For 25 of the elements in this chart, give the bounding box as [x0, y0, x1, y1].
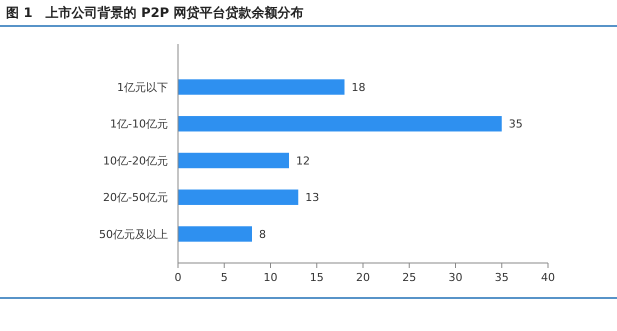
x-tick-label: 25 [402, 271, 416, 284]
bar [178, 116, 502, 132]
data-label: 8 [259, 228, 266, 241]
bar [178, 226, 252, 242]
bar [178, 152, 289, 168]
x-tick-label: 0 [174, 271, 182, 284]
x-tick-label: 5 [220, 271, 228, 284]
data-label: 12 [296, 154, 310, 168]
bar [178, 190, 298, 205]
chart-title: 图 1 上市公司背景的 P2P 网贷平台贷款余额分布 [6, 5, 304, 21]
bar [178, 79, 344, 95]
data-label: 18 [352, 80, 366, 94]
data-label: 13 [305, 191, 320, 204]
x-tick-label: 15 [310, 271, 324, 284]
x-tick-label: 10 [264, 271, 278, 284]
y-tick-label: 10亿-20亿元 [103, 154, 168, 168]
x-tick-label: 40 [541, 271, 555, 284]
x-tick-label: 35 [494, 271, 509, 284]
y-tick-label: 1亿元以下 [117, 80, 168, 94]
data-label: 35 [508, 118, 523, 131]
y-tick-label: 50亿元及以上 [99, 228, 168, 241]
y-tick-label: 1亿-10亿元 [110, 118, 168, 131]
x-tick-label: 30 [448, 271, 462, 284]
x-tick-label: 20 [356, 271, 370, 284]
y-tick-label: 20亿-50亿元 [103, 191, 168, 204]
